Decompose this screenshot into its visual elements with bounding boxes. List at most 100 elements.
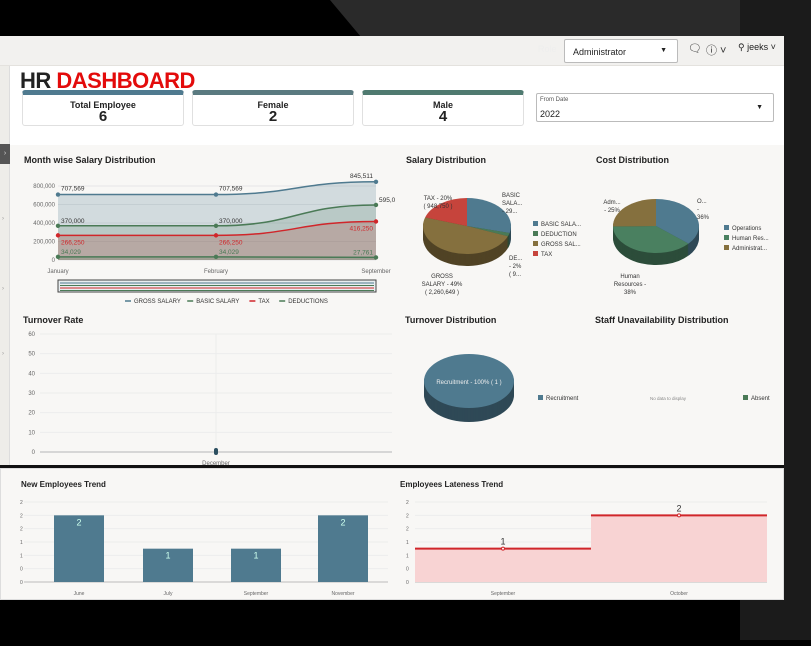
pie-label: - 25% — [604, 208, 620, 214]
data-label: 2 — [676, 503, 681, 513]
role-value: Administrator — [573, 47, 627, 57]
chart-title: Turnover Rate — [23, 315, 84, 325]
y-tick-label: 60 — [28, 332, 35, 338]
sidebar-arrow-icon[interactable]: › — [2, 286, 4, 292]
pie-label: ( 2,260,649 ) — [425, 290, 459, 296]
pie-label: Adm... — [603, 200, 621, 206]
pie-slice — [613, 226, 689, 253]
y-tick-label: 1 — [406, 553, 409, 559]
y-tick-label: 2 — [20, 513, 23, 519]
bar-label: 1 — [165, 551, 170, 561]
data-label: 707,569 — [61, 186, 85, 193]
series-line — [58, 220, 377, 237]
pie-slice — [425, 198, 467, 226]
pie-slice — [424, 354, 514, 408]
legend-item: GROSS SAL... — [541, 242, 581, 248]
pie-label: Recruitment - 100% ( 1 ) — [436, 380, 501, 386]
legend-swatch — [724, 225, 729, 230]
role-select[interactable]: Administrator ▼ — [564, 39, 678, 63]
top-bar: Role Administrator ▼ 🗨 ⓘ ˅ ⚲ jeeks ˅ — [0, 36, 784, 66]
card-label: Total Employee — [70, 100, 136, 110]
card-value: 4 — [438, 108, 448, 125]
y-tick-label: 0 — [20, 580, 23, 586]
data-label: 595,0 — [379, 197, 396, 204]
y-tick-label: 2 — [20, 500, 23, 506]
pie-label: Resources - — [614, 282, 646, 288]
card-value: 6 — [98, 108, 108, 125]
series-area — [58, 204, 376, 260]
sidebar-arrow-icon[interactable]: › — [2, 351, 4, 357]
data-point — [213, 254, 219, 260]
from-date-select[interactable]: From Date 2022 ▼ — [536, 93, 774, 122]
x-tick-label: February — [204, 269, 228, 275]
chart-title: Turnover Distribution — [405, 315, 497, 325]
chat-bubble-icon[interactable]: 🗨 — [688, 43, 702, 55]
dashboard-header: HR DASHBOARD Total Employee 6 Female 2 Mal… — [10, 66, 784, 145]
data-point — [55, 254, 61, 260]
x-tick-label: December — [202, 461, 230, 467]
data-point — [373, 179, 379, 184]
legend-swatch — [533, 231, 538, 236]
y-tick-label: 600,000 — [33, 203, 55, 209]
data-label: 707,569 — [219, 186, 243, 193]
pie-label: GROSS — [431, 274, 453, 280]
dropdown-caret-icon: ▼ — [756, 104, 763, 111]
pie-slice — [467, 226, 510, 237]
series-line — [58, 181, 377, 196]
charts-layer: 0 200,000 400,000 600,000 800,000 January Febr… — [20, 173, 770, 597]
x-tick-label: September — [491, 591, 516, 597]
bar — [231, 548, 281, 582]
bar-label: 2 — [340, 517, 345, 527]
y-tick-label: 0 — [406, 580, 409, 586]
y-tick-label: 0 — [32, 450, 36, 456]
legend-item: DEDUCTIONS — [288, 299, 328, 305]
data-point — [373, 202, 379, 208]
help-circle-icon[interactable]: ⓘ ˅ — [706, 45, 727, 57]
pie-slice — [467, 198, 511, 233]
chart-title: New Employees Trend — [21, 480, 106, 489]
data-point — [677, 513, 681, 518]
pie-label: 36% — [697, 215, 710, 221]
pie-slice — [656, 199, 700, 244]
y-tick-label: 2 — [406, 500, 409, 506]
pie-label: SALARY - 49% — [422, 282, 463, 288]
data-point — [501, 546, 505, 551]
sidebar-toggle-button[interactable]: › — [0, 144, 10, 164]
pie-label: ( 9... — [509, 272, 521, 278]
legend-item: Operations — [732, 226, 761, 232]
y-tick-label: 1 — [20, 553, 23, 559]
pie-label: - — [697, 207, 699, 213]
legend-swatch — [724, 245, 729, 250]
series-line — [58, 204, 377, 227]
user-menu[interactable]: ⚲ jeeks ˅ — [738, 42, 776, 52]
legend-item: Recruitment — [546, 396, 579, 402]
from-date-label: From Date — [540, 97, 569, 103]
y-tick-label: 1 — [20, 540, 23, 546]
data-label: 266,250 — [61, 239, 85, 246]
x-tick-label: October — [670, 591, 688, 597]
pie-label: DE... — [509, 256, 523, 262]
data-label: 370,000 — [61, 218, 85, 225]
data-point — [213, 233, 219, 238]
x-tick-label: November — [331, 591, 354, 597]
pie-label: SALA... — [502, 201, 523, 207]
y-tick-label: 1 — [406, 540, 409, 546]
data-point — [55, 233, 61, 238]
y-tick-label: 50 — [28, 352, 35, 358]
data-point — [55, 223, 61, 228]
y-tick-label: 200,000 — [33, 240, 55, 246]
y-tick-label: 400,000 — [33, 221, 55, 227]
data-label: 416,250 — [350, 225, 374, 232]
bar — [54, 515, 104, 582]
chart-title: Staff Unavailability Distribution — [595, 315, 729, 325]
role-label: Role — [538, 44, 557, 54]
x-tick-label: September — [361, 269, 390, 275]
x-tick-label: June — [74, 591, 85, 597]
data-point — [214, 448, 218, 455]
chart-title: Salary Distribution — [406, 155, 487, 165]
data-label: 27,761 — [353, 249, 373, 256]
data-label: 845,511 — [350, 173, 373, 180]
series-line — [58, 256, 377, 259]
sidebar-arrow-icon[interactable]: › — [2, 216, 4, 222]
data-point — [373, 255, 379, 260]
